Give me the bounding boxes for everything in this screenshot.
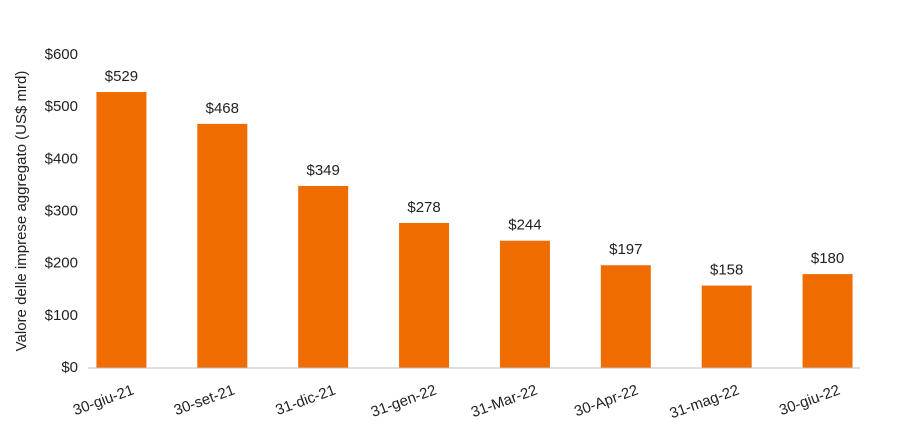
y-tick-label: $600 [45,46,78,63]
y-tick-label: $100 [45,307,78,324]
y-tick-label: $200 [45,255,78,272]
x-tick-label: 31-gen-22 [369,382,439,421]
value-label: $278 [407,199,440,216]
bar [197,123,248,368]
bar [298,185,349,368]
x-tick-label: 30-giu-22 [777,382,842,420]
bar [701,285,752,368]
value-label: $197 [609,241,642,258]
bar [399,222,450,368]
value-label: $529 [105,68,138,85]
value-label: $244 [508,217,541,234]
value-label: $158 [710,262,743,279]
x-tick-label: 31-mag-22 [667,382,741,423]
y-axis-label: Valore delle imprese aggregato (US$ mrd) [13,71,30,352]
x-tick-label: 30-set-21 [172,382,237,420]
y-tick-label: $500 [45,98,78,115]
value-label: $349 [307,162,340,179]
x-tick-label: 31-Mar-22 [469,382,540,422]
x-tick-label: 30-giu-21 [71,382,136,420]
bar [96,92,147,368]
y-tick-label: $300 [45,202,78,219]
bar [802,274,853,368]
bar [499,240,550,368]
bar [600,265,651,368]
x-tick-label: 30-Apr-22 [572,382,640,421]
y-tick-label: $400 [45,150,78,167]
x-tick-label: 31-dic-21 [273,382,338,419]
value-label: $468 [206,100,239,117]
y-tick-label: $0 [61,359,78,376]
value-label: $180 [811,250,844,267]
